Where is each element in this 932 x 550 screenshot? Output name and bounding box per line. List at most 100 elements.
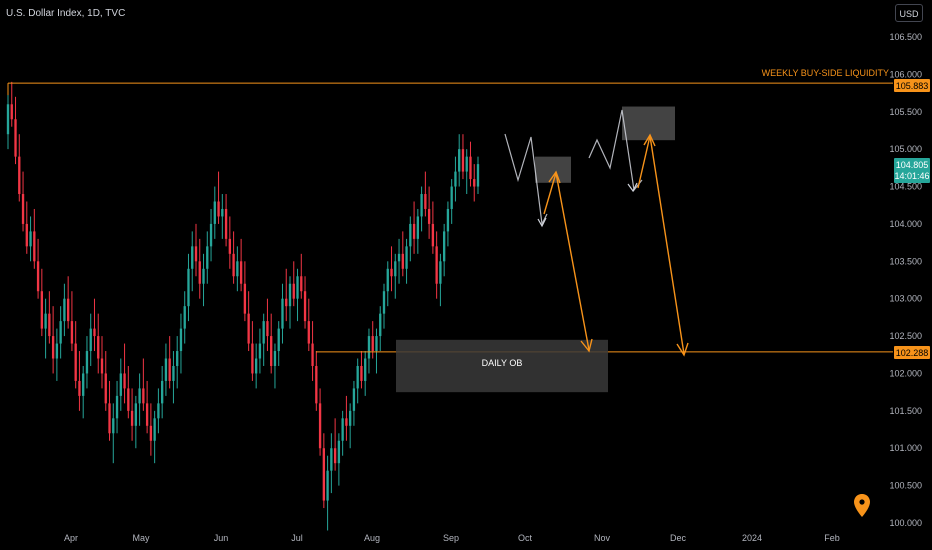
currency-button[interactable]: USD: [895, 4, 923, 22]
y-tick-label: 106.500: [889, 32, 922, 42]
countdown-text: 14:01:46: [894, 171, 929, 181]
candle: [326, 455, 329, 531]
candle: [164, 343, 168, 396]
candle: [202, 253, 205, 307]
orange-arrowhead: [580, 338, 593, 353]
projection-path-1: [504, 133, 548, 227]
candle: [209, 208, 213, 262]
candle: [292, 261, 295, 307]
candle-body: [375, 336, 378, 352]
candle: [311, 321, 314, 381]
candle-body: [164, 358, 168, 381]
candle: [21, 171, 25, 232]
candle-body: [458, 149, 461, 172]
candle: [375, 328, 378, 374]
candle: [243, 261, 247, 322]
candle-body: [123, 373, 126, 389]
candle: [307, 298, 310, 352]
candle-body: [364, 358, 367, 381]
candle: [74, 321, 77, 389]
candle: [187, 253, 190, 322]
candle: [48, 291, 51, 344]
candle-body: [262, 321, 265, 344]
candle-body: [435, 246, 438, 284]
candle: [273, 343, 277, 389]
candle: [134, 395, 138, 449]
candle: [63, 283, 66, 337]
candle: [247, 291, 250, 352]
candle: [157, 388, 160, 434]
candle: [142, 358, 145, 411]
candle: [130, 388, 134, 441]
candle-body: [33, 231, 36, 262]
candle-body: [142, 388, 145, 404]
candle-body: [130, 410, 134, 426]
candle: [6, 89, 10, 150]
candle-body: [21, 194, 25, 224]
candle-body: [172, 365, 175, 381]
candle: [239, 238, 243, 292]
candle: [352, 380, 356, 426]
x-tick-label: Oct: [518, 533, 533, 543]
candle-body: [454, 171, 457, 187]
candle-body: [330, 448, 333, 471]
candle-body: [337, 440, 341, 464]
y-tick-label: 102.500: [889, 331, 922, 341]
map-pin-icon[interactable]: [854, 494, 870, 517]
candle: [337, 433, 341, 486]
candle-body: [10, 104, 13, 120]
candle-body: [51, 336, 55, 359]
candle-body: [176, 351, 179, 366]
candle-body: [285, 298, 288, 307]
candle-body: [40, 291, 44, 329]
candle-body: [59, 321, 62, 344]
candle-body: [138, 388, 141, 404]
orange-arrowhead: [676, 342, 689, 357]
candle-body: [239, 261, 243, 284]
y-tick-label: 100.500: [889, 481, 922, 491]
candle: [367, 328, 371, 374]
candle-body: [409, 223, 412, 247]
candle-body: [217, 201, 220, 217]
candle: [341, 410, 344, 456]
candle-body: [333, 448, 337, 464]
candle-body: [394, 261, 397, 277]
y-tick-label: 103.000: [889, 294, 922, 304]
candle: [213, 186, 216, 239]
liquidity-price-tag: [894, 79, 930, 92]
current-price-tag: [894, 158, 930, 183]
candle-body: [439, 261, 442, 284]
candle-body: [371, 336, 374, 352]
candle-body: [198, 261, 201, 284]
candle-body: [273, 351, 277, 366]
candle: [345, 395, 348, 441]
candle-body: [266, 321, 269, 337]
ob-price-tag: [894, 346, 930, 359]
candle-body: [424, 194, 427, 209]
candle-body: [221, 208, 224, 217]
candle-body: [288, 283, 292, 307]
daily-ob-zone: [396, 339, 608, 393]
candle: [285, 268, 288, 322]
candle-body: [307, 321, 310, 344]
time-axis[interactable]: Apr May Jun Jul Aug Sep Oct Nov Dec 2024 Feb: [64, 533, 840, 543]
candle: [251, 321, 254, 381]
candle-body: [311, 343, 314, 366]
candle-body: [82, 373, 85, 396]
orange-arrow-path-1: [543, 172, 590, 351]
candle-body: [25, 223, 28, 247]
candle: [10, 81, 13, 127]
candle-body: [473, 179, 476, 187]
orange-arrow-path-2: [637, 135, 685, 355]
x-tick-label: Apr: [64, 533, 78, 543]
candle-body: [254, 358, 258, 374]
candle-body: [243, 283, 247, 314]
candle-body: [465, 156, 468, 172]
candle: [44, 298, 47, 359]
candle-body: [322, 448, 326, 501]
candle-body: [251, 343, 254, 374]
candle-body: [469, 156, 472, 180]
price-axis[interactable]: 100.000 100.500 101.000 101.500 102.000 102.5…: [889, 32, 922, 528]
candle-body: [18, 156, 21, 195]
